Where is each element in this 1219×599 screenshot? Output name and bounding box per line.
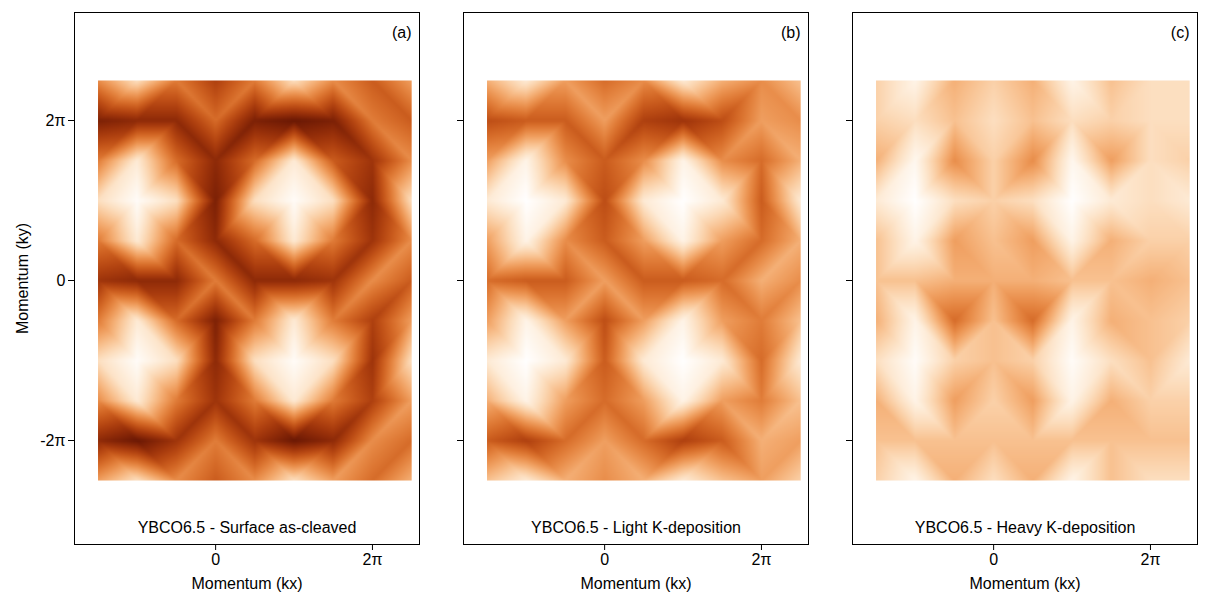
- svg-text:2π: 2π: [362, 551, 382, 568]
- svg-text:-2π: -2π: [40, 432, 65, 449]
- svg-text:2π: 2π: [46, 112, 66, 129]
- svg-text:(a): (a): [392, 24, 412, 41]
- svg-text:0: 0: [57, 272, 66, 289]
- svg-text:YBCO6.5 - Surface as-cleaved: YBCO6.5 - Surface as-cleaved: [138, 519, 357, 536]
- svg-text:0: 0: [989, 551, 998, 568]
- svg-text:0: 0: [211, 551, 220, 568]
- svg-text:(c): (c): [1171, 24, 1190, 41]
- svg-text:Momentum (ky): Momentum (ky): [14, 223, 31, 334]
- svg-text:YBCO6.5 - Light K-deposition: YBCO6.5 - Light K-deposition: [531, 519, 741, 536]
- svg-text:YBCO6.5 - Heavy K-deposition: YBCO6.5 - Heavy K-deposition: [915, 519, 1136, 536]
- svg-text:0: 0: [600, 551, 609, 568]
- svg-text:2π: 2π: [1140, 551, 1160, 568]
- svg-text:Momentum (kx): Momentum (kx): [969, 575, 1080, 592]
- svg-text:Momentum (kx): Momentum (kx): [580, 575, 691, 592]
- svg-text:(b): (b): [781, 24, 801, 41]
- svg-text:2π: 2π: [751, 551, 771, 568]
- svg-text:Momentum (kx): Momentum (kx): [191, 575, 302, 592]
